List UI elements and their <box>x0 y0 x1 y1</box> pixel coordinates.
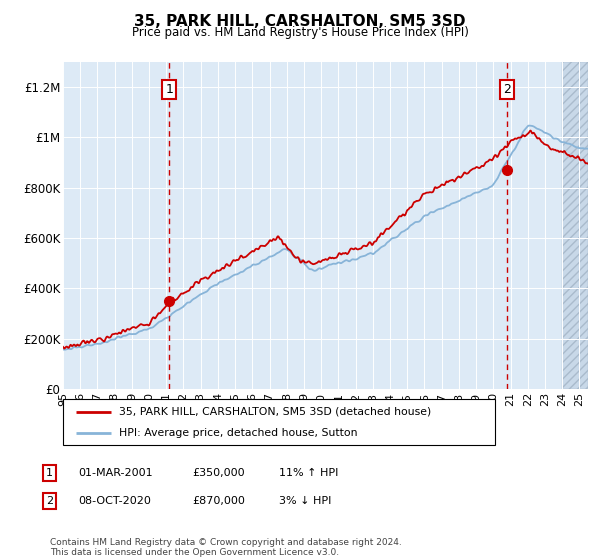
Text: £870,000: £870,000 <box>192 496 245 506</box>
Text: 3% ↓ HPI: 3% ↓ HPI <box>279 496 331 506</box>
Text: £350,000: £350,000 <box>192 468 245 478</box>
Text: HPI: Average price, detached house, Sutton: HPI: Average price, detached house, Sutt… <box>119 428 358 438</box>
Text: 2: 2 <box>503 83 511 96</box>
Text: 35, PARK HILL, CARSHALTON, SM5 3SD (detached house): 35, PARK HILL, CARSHALTON, SM5 3SD (deta… <box>119 407 431 417</box>
Text: 2: 2 <box>46 496 53 506</box>
Text: 11% ↑ HPI: 11% ↑ HPI <box>279 468 338 478</box>
FancyBboxPatch shape <box>63 399 495 445</box>
Text: 35, PARK HILL, CARSHALTON, SM5 3SD: 35, PARK HILL, CARSHALTON, SM5 3SD <box>134 14 466 29</box>
Text: 1: 1 <box>46 468 53 478</box>
Text: 08-OCT-2020: 08-OCT-2020 <box>78 496 151 506</box>
Text: 01-MAR-2001: 01-MAR-2001 <box>78 468 152 478</box>
Text: Contains HM Land Registry data © Crown copyright and database right 2024.
This d: Contains HM Land Registry data © Crown c… <box>50 538 401 557</box>
Text: Price paid vs. HM Land Registry's House Price Index (HPI): Price paid vs. HM Land Registry's House … <box>131 26 469 39</box>
Bar <box>562 62 588 389</box>
Text: 1: 1 <box>165 83 173 96</box>
